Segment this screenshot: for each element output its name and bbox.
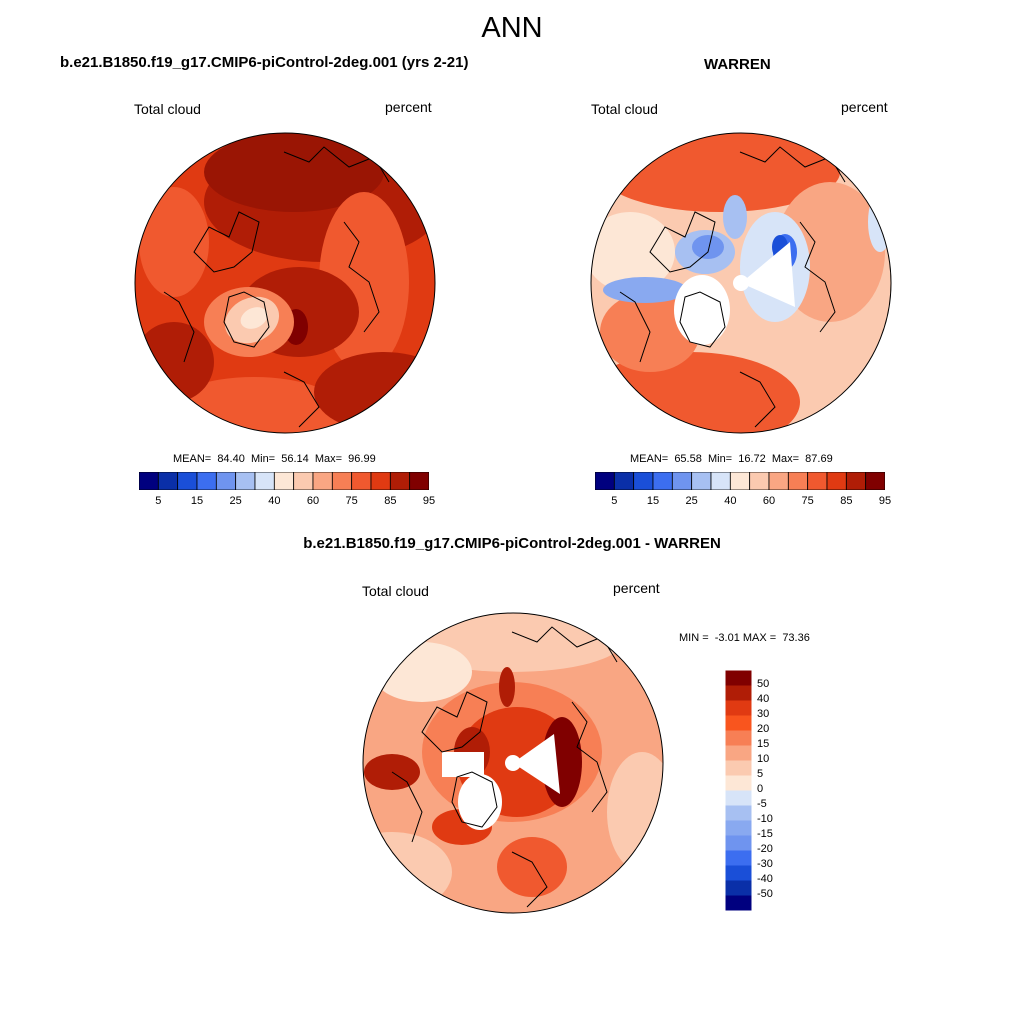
colorbar-swatch (725, 670, 752, 686)
colorbar-swatch (177, 472, 198, 490)
colorbar-swatch (725, 850, 752, 866)
colorbar-swatch (196, 472, 217, 490)
colorbar-tick-label: -10 (757, 813, 773, 825)
colorbar-tick-label: 95 (878, 495, 892, 507)
colorbar-tick-label: -40 (757, 873, 773, 885)
colorbar-swatch (409, 472, 429, 490)
colorbar-swatch (633, 472, 654, 490)
panel-diff-units-label: percent (613, 580, 660, 596)
colorbar-tick-label: 15 (190, 495, 204, 507)
colorbar-tick-label: -5 (757, 798, 767, 810)
colorbar-swatch (613, 472, 635, 490)
panel-diff-colorbar (725, 670, 752, 911)
colorbar-tick-label: -20 (757, 843, 773, 855)
colorbar-swatch (725, 820, 752, 836)
colorbar-swatch (725, 790, 752, 806)
colorbar-tick-label: 5 (611, 495, 618, 507)
colorbar-swatch (331, 472, 353, 490)
colorbar-tick-label: 60 (306, 495, 320, 507)
colorbar-swatch (725, 730, 752, 746)
panel-diff-title: b.e21.B1850.f19_g17.CMIP6-piControl-2deg… (303, 535, 721, 552)
colorbar-swatch (845, 472, 867, 490)
colorbar-tick-label: 40 (724, 495, 737, 507)
panel-obs-title: WARREN (704, 56, 771, 73)
panel-model-colorbar (139, 472, 429, 490)
panel-model-units-label: percent (385, 99, 432, 115)
panel-obs-map (590, 132, 892, 434)
figure-title: ANN (481, 12, 543, 44)
colorbar-swatch (351, 472, 372, 490)
panel-model-stats: MEAN= 84.40 Min= 56.14 Max= 96.99 (173, 453, 376, 465)
colorbar-swatch (671, 472, 693, 490)
colorbar-tick-label: 15 (646, 495, 660, 507)
colorbar-swatch (725, 715, 752, 731)
panel-diff-map (362, 612, 664, 914)
colorbar-swatch (691, 472, 712, 490)
colorbar-swatch (389, 472, 411, 490)
colorbar-tick-label: 95 (422, 495, 436, 507)
colorbar-tick-label: 50 (757, 678, 770, 690)
colorbar-swatch (826, 472, 847, 490)
panel-obs-stats: MEAN= 65.58 Min= 16.72 Max= 87.69 (630, 453, 833, 465)
colorbar-swatch (710, 472, 731, 490)
colorbar-tick-label: 75 (345, 495, 358, 507)
colorbar-tick-label: 25 (229, 495, 242, 507)
colorbar-swatch (157, 472, 179, 490)
colorbar-tick-label: 85 (840, 495, 853, 507)
colorbar-swatch (254, 472, 275, 490)
colorbar-swatch (729, 472, 751, 490)
colorbar-tick-label: 5 (757, 768, 764, 780)
colorbar-swatch (725, 685, 752, 701)
colorbar-tick-label: -15 (757, 828, 773, 840)
colorbar-swatch (725, 775, 752, 791)
colorbar-tick-label: 60 (762, 495, 776, 507)
colorbar-swatch (595, 472, 615, 490)
panel-diff-stats: MIN = -3.01 MAX = 73.36 (679, 632, 810, 644)
panel-model-colorbar-labels: 5 15 25 40 60 75 85 95 (139, 495, 435, 509)
colorbar-tick-label: 25 (685, 495, 698, 507)
colorbar-swatch (725, 865, 752, 881)
colorbar-tick-label: -50 (757, 888, 773, 900)
colorbar-swatch (725, 700, 752, 716)
panel-obs-units-label: percent (841, 99, 888, 115)
colorbar-swatch (865, 472, 885, 490)
colorbar-swatch (787, 472, 809, 490)
colorbar-tick-label: 85 (384, 495, 397, 507)
colorbar-tick-label: 75 (801, 495, 814, 507)
colorbar-swatch (215, 472, 237, 490)
colorbar-tick-label: 30 (757, 708, 770, 720)
colorbar-swatch (293, 472, 314, 490)
colorbar-tick-label: 0 (757, 783, 764, 795)
colorbar-tick-label: 15 (757, 738, 770, 750)
colorbar-swatch (312, 472, 333, 490)
panel-model-map (134, 132, 436, 434)
panel-model-title: b.e21.B1850.f19_g17.CMIP6-piControl-2deg… (60, 54, 469, 71)
panel-obs-variable-label: Total cloud (591, 101, 658, 117)
colorbar-swatch (725, 805, 752, 821)
colorbar-swatch (273, 472, 295, 490)
colorbar-tick-label: 40 (268, 495, 281, 507)
panel-obs-colorbar-labels: 5 15 25 40 60 75 85 95 (595, 495, 891, 509)
colorbar-swatch (725, 745, 752, 761)
colorbar-swatch (725, 760, 752, 776)
colorbar-tick-label: 20 (757, 723, 770, 735)
colorbar-swatch (139, 472, 159, 490)
colorbar-tick-label: -30 (757, 858, 773, 870)
panel-diff-colorbar-labels: 50 40 30 20 15 10 5 0 -5 -10 -15 -20 -30 -40 -50 (757, 670, 797, 911)
colorbar-swatch (235, 472, 256, 490)
colorbar-swatch (652, 472, 673, 490)
colorbar-swatch (749, 472, 770, 490)
colorbar-swatch (725, 895, 752, 911)
colorbar-tick-label: 5 (155, 495, 162, 507)
colorbar-tick-label: 40 (757, 693, 770, 705)
panel-diff-variable-label: Total cloud (362, 583, 429, 599)
colorbar-swatch (807, 472, 828, 490)
panel-obs-colorbar (595, 472, 885, 490)
colorbar-swatch (370, 472, 391, 490)
colorbar-swatch (725, 880, 752, 896)
colorbar-swatch (768, 472, 789, 490)
colorbar-tick-label: 10 (757, 753, 770, 765)
colorbar-swatch (725, 835, 752, 851)
panel-model-variable-label: Total cloud (134, 101, 201, 117)
